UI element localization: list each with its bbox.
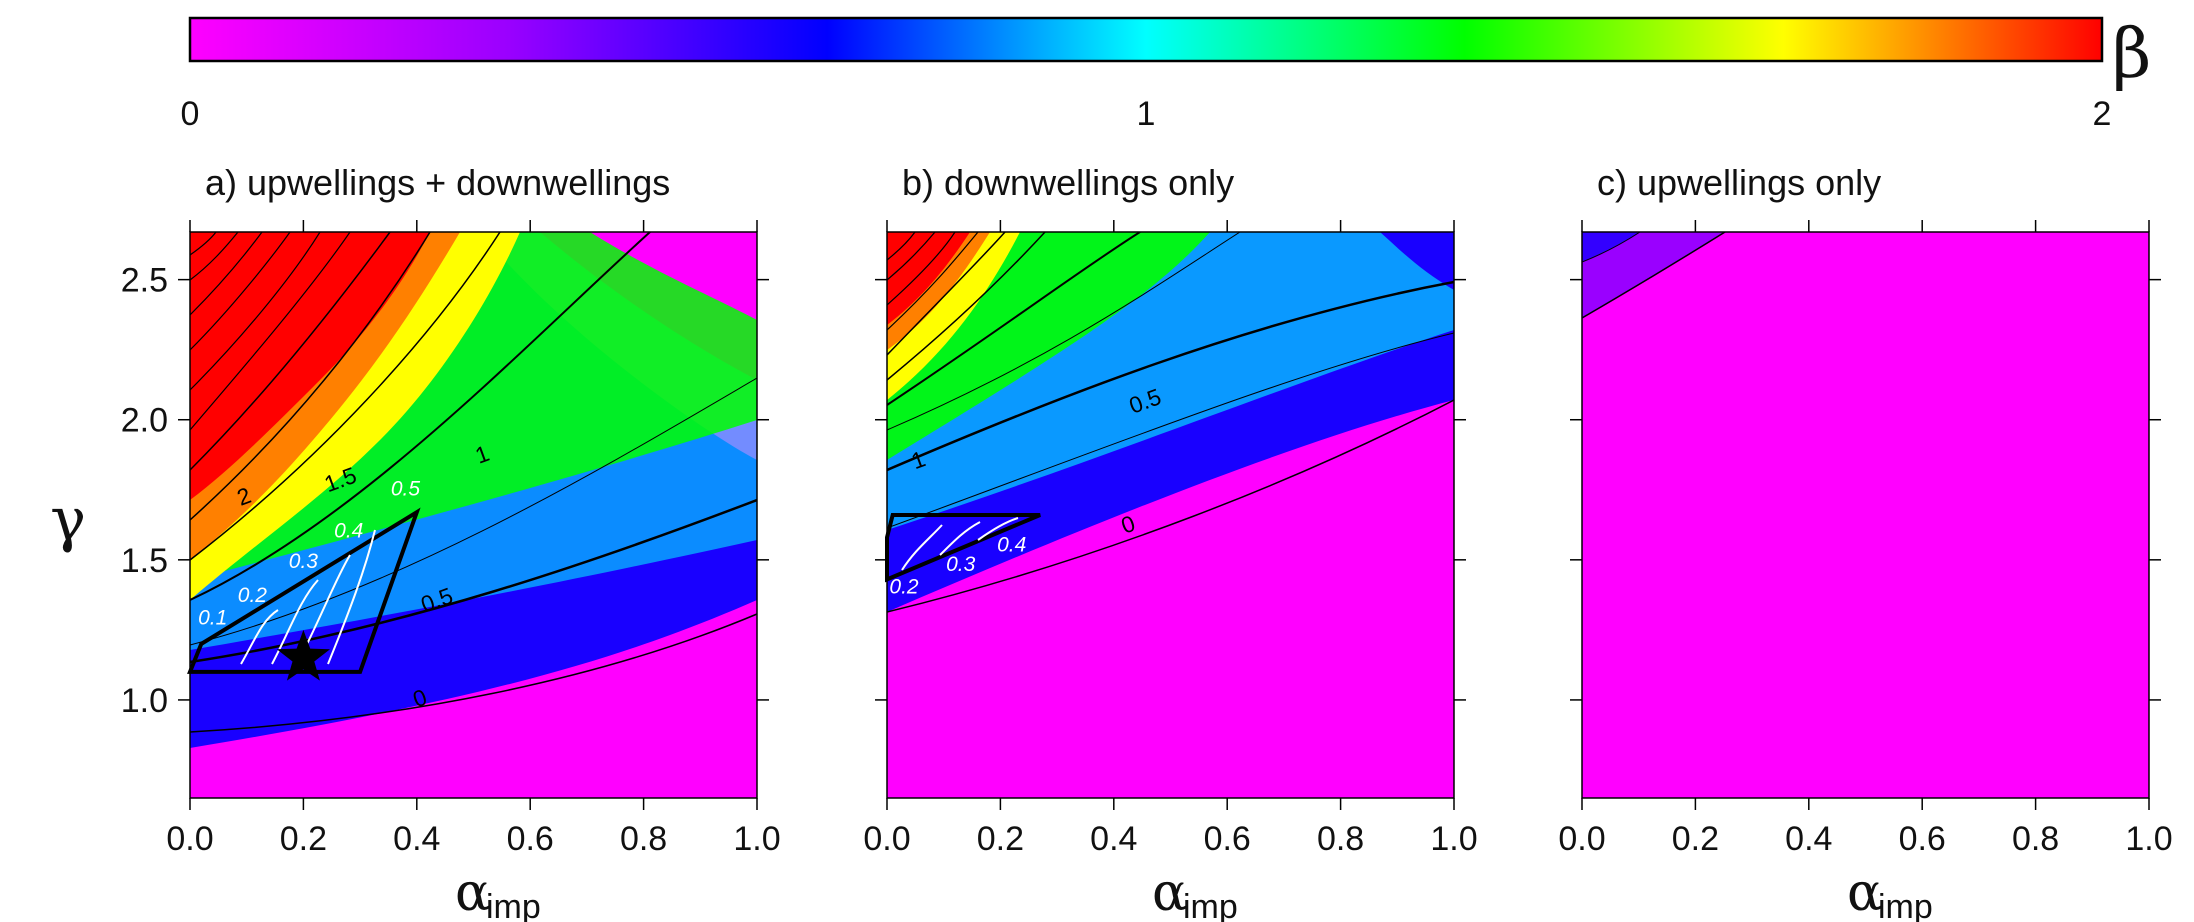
panel-a-region	[187, 507, 421, 674]
panel-b-region-labels: 0.2 0.3 0.4	[889, 533, 1026, 598]
colorbar-gradient	[188, 16, 2104, 63]
panel-c: 0.0 0.2 0.4 0.6 0.8 1.0	[1558, 220, 2173, 858]
x-tick-label: 0.4	[1090, 820, 1137, 858]
x-tick-label: 1.0	[1430, 820, 1477, 858]
y-axis-label: γ	[50, 485, 86, 555]
svg-text:imp: imp	[486, 888, 541, 922]
y-tick-label: 1.5	[121, 542, 168, 580]
x-tick-label: 0.6	[1899, 820, 1946, 858]
region-label: 0.4	[997, 533, 1026, 556]
panel-a-contour-labels: 00.511.52	[234, 440, 493, 713]
x-tick-label: 0.8	[2012, 820, 2059, 858]
region-label: 0.2	[238, 584, 268, 607]
region-label: 0.1	[198, 606, 227, 629]
star-marker	[276, 629, 330, 681]
panel-c-title: c) upwellings only	[1597, 162, 1881, 203]
colorbar: 0 1 2 β	[181, 15, 2152, 133]
region-label: 0.3	[289, 550, 319, 573]
region-a-outline	[187, 507, 421, 674]
panel-a-region-labels: 0.1 0.2 0.3 0.4 0.5	[198, 477, 420, 629]
panel-c-axes: 0.0 0.2 0.4 0.6 0.8 1.0	[1558, 220, 2173, 858]
x-axis-label-a: α imp	[455, 863, 541, 922]
x-axis-label-b: α imp	[1152, 863, 1238, 922]
x-tick-label: 0.0	[166, 820, 213, 858]
colorbar-tick-1: 1	[1137, 95, 1156, 133]
colorbar-symbol: β	[2112, 15, 2151, 94]
x-tick-label: 0.8	[1317, 820, 1364, 858]
colorbar-tick-0: 0	[181, 95, 200, 133]
x-axis-label-c: α imp	[1847, 863, 1933, 922]
region-label: 0.5	[391, 477, 421, 500]
panel-a-heatmap	[190, 232, 757, 798]
x-tick-label: 1.0	[733, 820, 780, 858]
region-label: 0.3	[946, 553, 976, 576]
x-tick-label: 0.2	[280, 820, 327, 858]
x-tick-label: 0.8	[620, 820, 667, 858]
panel-a-title: a) upwellings + downwellings	[205, 162, 670, 203]
panel-c-frame	[1581, 231, 2150, 799]
x-tick-label: 0.6	[507, 820, 554, 858]
x-tick-label: 0.0	[1558, 820, 1605, 858]
x-tick-label: 0.4	[393, 820, 440, 858]
panel-c-heatmap	[1582, 232, 2149, 798]
x-tick-label: 1.0	[2125, 820, 2172, 858]
panel-b-title: b) downwellings only	[902, 162, 1234, 203]
svg-text:α: α	[1847, 863, 1882, 922]
panel-a-frame	[189, 231, 758, 799]
y-tick-label: 2.0	[121, 402, 168, 440]
panel-b-frame	[886, 231, 1455, 799]
x-tick-label: 0.0	[863, 820, 910, 858]
svg-text:α: α	[455, 863, 490, 922]
panel-b-axes: 0.0 0.2 0.4 0.6 0.8 1.0	[863, 220, 1478, 858]
x-tick-label: 0.6	[1204, 820, 1251, 858]
region-label: 0.2	[889, 575, 919, 598]
x-tick-label: 0.2	[1672, 820, 1719, 858]
svg-text:imp: imp	[1183, 888, 1238, 922]
svg-text:α: α	[1152, 863, 1187, 922]
svg-text:imp: imp	[1878, 888, 1933, 922]
panel-a: 00.511.52 0.10.20.30.40.5 0.0 0.2 0.4 0.6 0.…	[121, 220, 781, 858]
x-tick-label: 0.4	[1785, 820, 1832, 858]
x-tick-label: 0.2	[977, 820, 1024, 858]
panel-b: 00.51 0.20.30.4 0.0 0.2 0.4 0.6 0.8 1.0	[863, 220, 1478, 858]
region-label: 0.4	[334, 519, 363, 542]
colorbar-tick-2: 2	[2093, 95, 2112, 133]
y-tick-label: 2.5	[121, 262, 168, 300]
y-tick-label: 1.0	[121, 682, 168, 720]
panel-a-axes: 0.0 0.2 0.4 0.6 0.8 1.0 1.0 1.5 2.0 2.5	[121, 220, 781, 858]
